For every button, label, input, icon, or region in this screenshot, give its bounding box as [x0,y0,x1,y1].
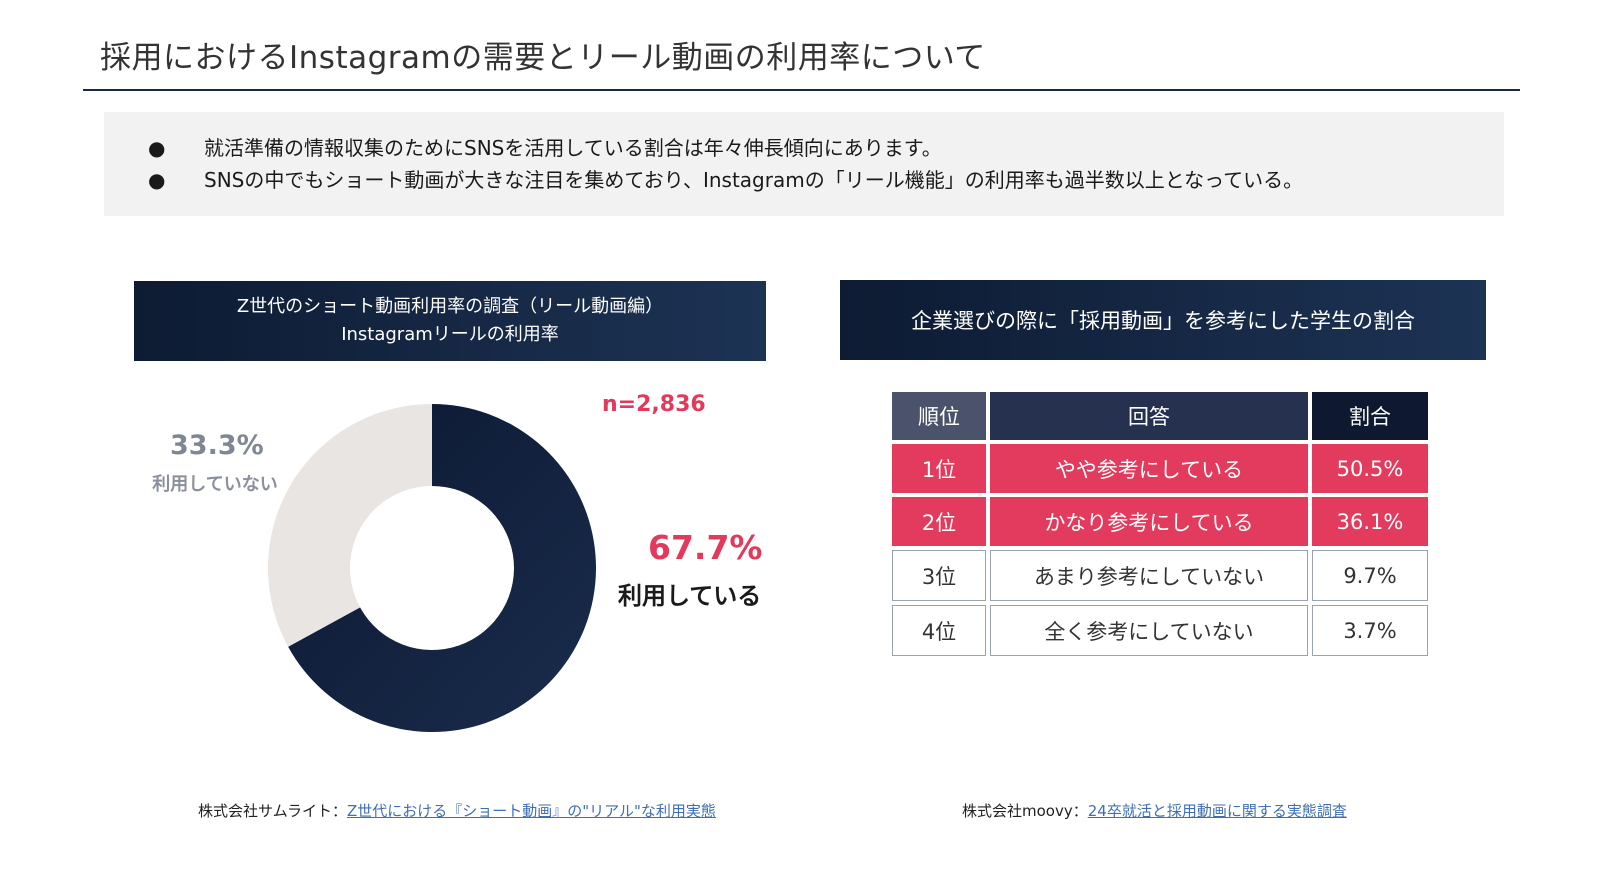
notused-percentage: 33.3% [170,430,264,461]
ratio-cell: 9.7% [1312,550,1428,601]
answer-cell: 全く参考にしていない [990,605,1308,656]
summary-item: ● 就活準備の情報収集のためにSNSを活用している割合は年々伸長傾向にあります。 [148,132,942,161]
source-right-prefix: 株式会社moovy： [962,802,1088,820]
donut-slice-notused [268,404,432,647]
column-header-answer: 回答 [990,392,1308,440]
answer-cell: やや参考にしている [990,444,1308,493]
table-row: 1位 やや参考にしている 50.5% [892,444,1428,493]
notused-label: 利用していない [152,474,278,495]
answer-cell: あまり参考にしていない [990,550,1308,601]
source-left-prefix: 株式会社サムライト： [198,802,347,820]
source-right: 株式会社moovy：24卒就活と採用動画に関する実態調査 [962,800,1347,821]
summary-item: ● SNSの中でもショート動画が大きな注目を集めており、Instagramの「リー… [148,164,1303,193]
summary-box: ● 就活準備の情報収集のためにSNSを活用している割合は年々伸長傾向にあります。 … [104,112,1504,216]
donut-chart [268,404,597,732]
source-right-link[interactable]: 24卒就活と採用動画に関する実態調査 [1087,802,1347,820]
answer-cell: かなり参考にしている [990,497,1308,546]
bullet-icon: ● [148,136,166,160]
table-row: 2位 かなり参考にしている 36.1% [892,497,1428,546]
ratio-cell: 50.5% [1312,444,1428,493]
rank-cell: 1位 [892,444,986,493]
rank-cell: 3位 [892,550,986,601]
donut-slice-used [288,404,597,732]
summary-text: SNSの中でもショート動画が大きな注目を集めており、Instagramの「リール… [204,168,1304,192]
right-panel-header: 企業選びの際に「採用動画」を参考にした学生の割合 [840,280,1486,360]
column-header-rank: 順位 [892,392,986,440]
used-label: 利用している [618,582,762,610]
page-title: 採用におけるInstagramの需要とリール動画の利用率について [100,40,986,76]
right-header-title: 企業選びの際に「採用動画」を参考にした学生の割合 [911,309,1415,333]
left-panel-header: Z世代のショート動画利用率の調査（リール動画編） Instagramリールの利用… [134,281,766,361]
source-left: 株式会社サムライト：Z世代における『ショート動画』の"リアル"な利用実態 [198,800,716,821]
table-header-row: 順位 回答 割合 [892,392,1428,440]
used-percentage: 67.7% [648,528,763,567]
table-row: 3位 あまり参考にしていない 9.7% [892,550,1428,601]
ratio-cell: 36.1% [1312,497,1428,546]
left-header-line1: Z世代のショート動画利用率の調査（リール動画編） [236,296,664,317]
table-row: 4位 全く参考にしていない 3.7% [892,605,1428,656]
ranking-table: 順位 回答 割合 1位 やや参考にしている 50.5% 2位 かなり参考にしてい… [888,388,1432,660]
rank-cell: 4位 [892,605,986,656]
ratio-cell: 3.7% [1312,605,1428,656]
left-header-line2: Instagramリールの利用率 [341,324,559,345]
column-header-ratio: 割合 [1312,392,1428,440]
sample-size-label: n=2,836 [602,392,706,417]
source-left-link[interactable]: Z世代における『ショート動画』の"リアル"な利用実態 [346,802,716,820]
summary-text: 就活準備の情報収集のためにSNSを活用している割合は年々伸長傾向にあります。 [204,136,942,160]
rank-cell: 2位 [892,497,986,546]
bullet-icon: ● [148,168,166,192]
title-divider [83,89,1520,91]
